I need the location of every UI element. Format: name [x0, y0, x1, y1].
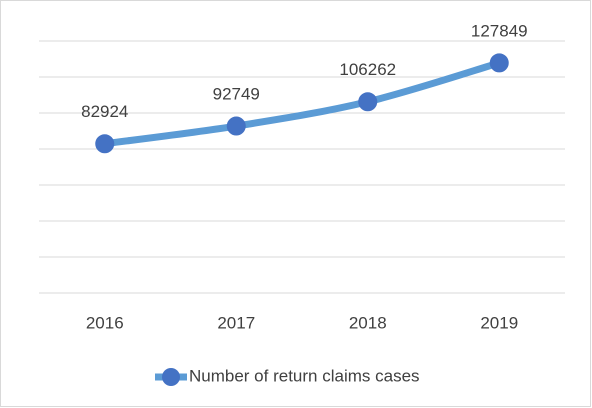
series-line: [101, 59, 503, 148]
x-tick-label: 2018: [349, 313, 387, 332]
x-tick-label: 2019: [480, 313, 518, 332]
point-marker: [489, 53, 509, 73]
legend-marker: [162, 368, 180, 386]
data-label: 82924: [81, 102, 128, 121]
x-tick-label: 2017: [217, 313, 255, 332]
point-marker: [226, 116, 246, 136]
data-label: 106262: [339, 60, 396, 79]
point-marker: [95, 134, 115, 154]
point-marker: [358, 92, 378, 112]
data-label: 92749: [213, 85, 260, 104]
legend-label: Number of return claims cases: [189, 366, 420, 385]
data-label: 127849: [471, 21, 528, 40]
x-tick-label: 2016: [86, 313, 124, 332]
